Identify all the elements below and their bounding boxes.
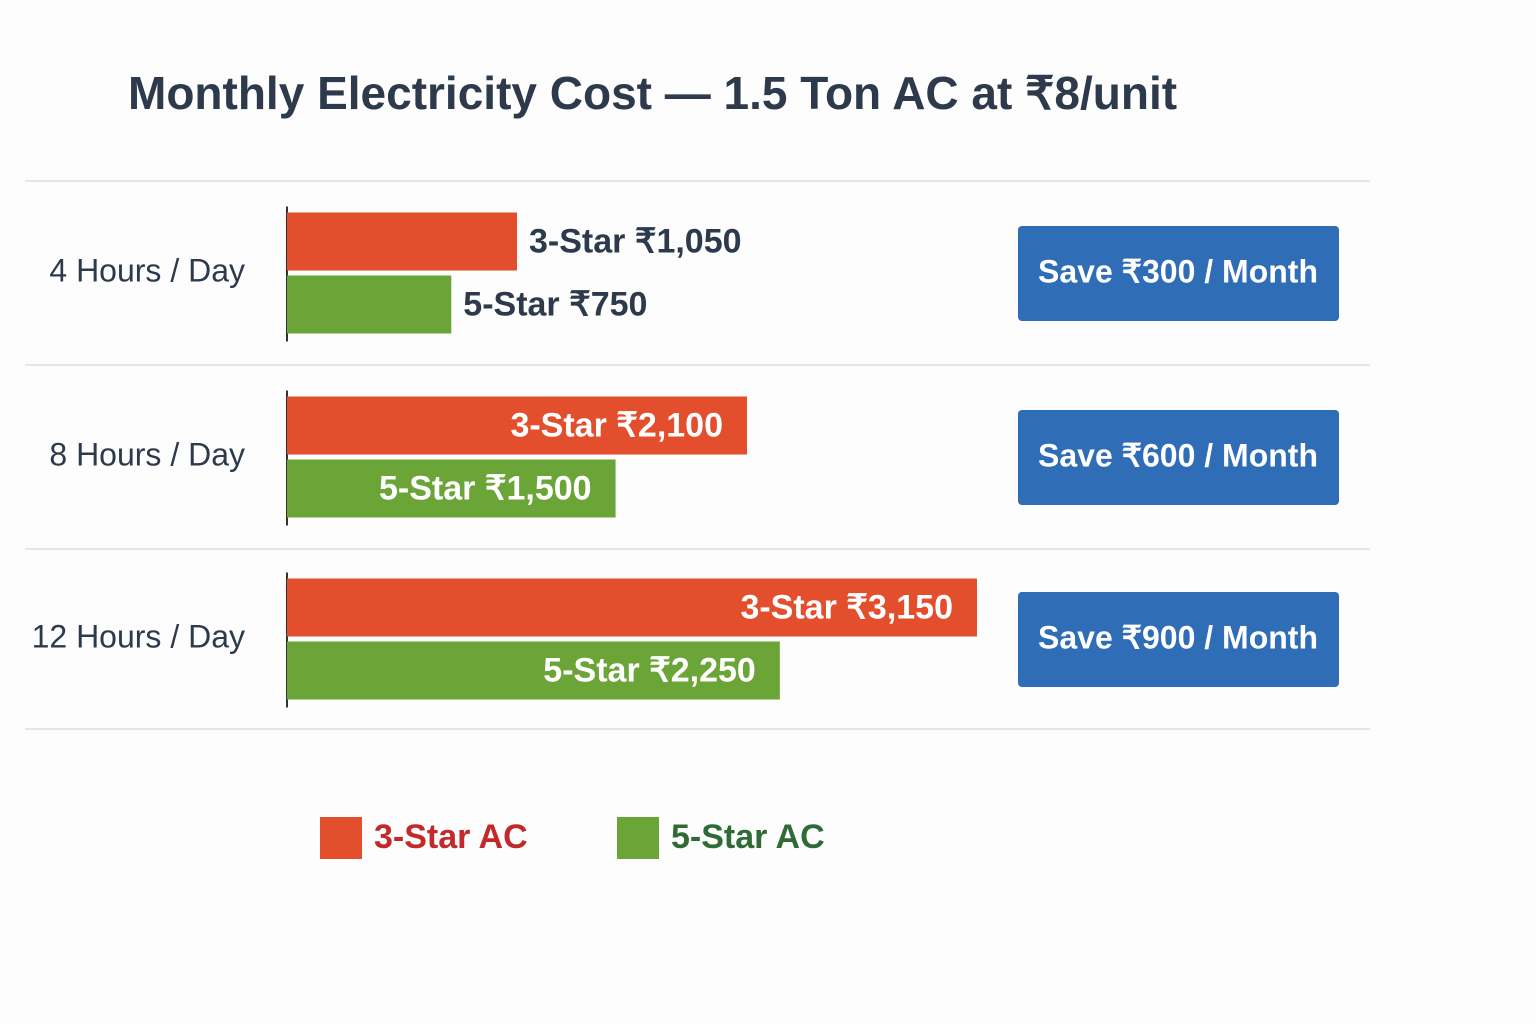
value-label: 3-Star ₹2,100 [510,406,723,444]
chart-title: Monthly Electricity Cost — 1.5 Ton AC at… [128,67,1177,119]
legend-label: 3-Star AC [374,818,528,856]
bar [287,396,747,455]
bar [287,578,977,637]
savings-badge [1018,410,1339,505]
savings-label: Save ₹600 / Month [1038,437,1318,473]
savings-badge [1018,226,1339,321]
category-label: 4 Hours / Day [49,252,245,288]
legend-swatch [320,817,362,859]
value-label: 5-Star ₹1,500 [379,469,592,507]
category-label: 8 Hours / Day [49,436,245,472]
bar [287,275,452,334]
legend-label: 5-Star AC [671,818,825,856]
bar [287,641,780,700]
savings-badge [1018,592,1339,687]
value-label: 3-Star ₹3,150 [740,588,953,626]
value-label: 5-Star ₹750 [463,285,647,323]
value-label: 3-Star ₹1,050 [529,222,742,260]
savings-label: Save ₹900 / Month [1038,619,1318,655]
legend-swatch [617,817,659,859]
category-label: 12 Hours / Day [32,618,245,654]
bar [287,212,517,271]
bar [287,459,616,518]
savings-label: Save ₹300 / Month [1038,253,1318,289]
value-label: 5-Star ₹2,250 [543,651,756,689]
